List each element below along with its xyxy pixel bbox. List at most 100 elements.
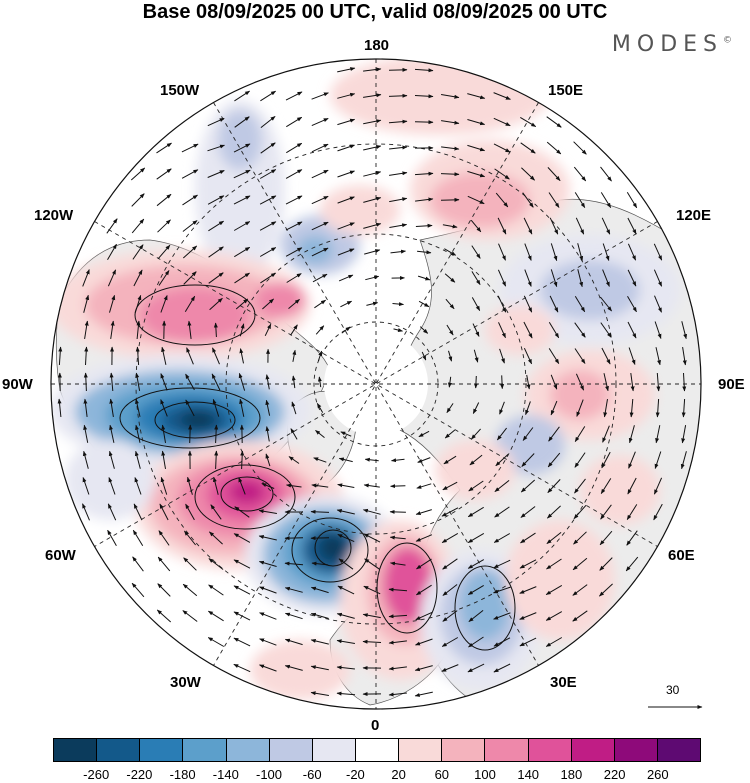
- wind-arrow: [290, 324, 298, 336]
- wind-arrow: [577, 269, 584, 288]
- wind-arrow: [207, 195, 225, 205]
- wind-arrow: [602, 425, 610, 443]
- wind-arrow: [260, 142, 276, 154]
- wind-arrow: [519, 637, 537, 647]
- wind-arrow: [653, 503, 663, 521]
- wind-arrow: [653, 243, 663, 261]
- colorbar-swatch: [96, 739, 140, 761]
- wind-arrow: [421, 351, 427, 361]
- wind-arrow: [681, 425, 687, 444]
- wind-arrow: [468, 610, 484, 622]
- reference-vector: 30: [646, 683, 706, 723]
- wind-arrow: [184, 295, 196, 312]
- wind-arrow: [524, 243, 532, 261]
- wind-arrow: [626, 504, 638, 521]
- colorbar-tick-label: 20: [391, 767, 406, 782]
- wind-arrow: [82, 477, 90, 495]
- wind-arrow: [390, 484, 406, 489]
- wind-arrow: [471, 271, 481, 286]
- wind-arrow: [181, 169, 199, 179]
- wind-arrow: [336, 665, 355, 670]
- wind-arrow: [131, 582, 145, 598]
- wind-arrow: [185, 399, 195, 417]
- wind-arrow: [285, 221, 303, 231]
- colorbar-tick-label: -220: [126, 767, 153, 782]
- wind-arrow: [521, 453, 535, 467]
- wind-arrow: [418, 430, 430, 438]
- wind-arrow: [550, 243, 558, 262]
- reference-vector-label: 30: [666, 683, 680, 697]
- contour-lines: [119, 284, 516, 651]
- wind-arrow: [109, 294, 116, 313]
- wind-arrow: [599, 557, 613, 571]
- wind-arrow: [414, 68, 434, 73]
- colorbar-tick-label: 60: [434, 767, 450, 782]
- wind-arrow: [262, 298, 274, 310]
- wind-arrow: [340, 431, 352, 437]
- wind-arrow: [337, 533, 355, 543]
- wind-arrow: [545, 637, 563, 647]
- wind-arrow: [388, 119, 408, 124]
- wind-arrow: [310, 509, 330, 514]
- wind-arrow: [207, 117, 225, 127]
- wind-arrow: [391, 458, 405, 463]
- wind-arrow: [364, 558, 380, 570]
- wind-arrow: [310, 612, 329, 619]
- lon-label-90e: 90E: [718, 376, 745, 393]
- wind-arrow: [338, 457, 353, 463]
- wind-arrow: [315, 325, 325, 335]
- wind-arrow: [575, 217, 585, 235]
- wind-arrow: [500, 375, 505, 390]
- wind-arrow: [495, 453, 509, 467]
- wind-arrow: [337, 144, 355, 152]
- wind-arrow: [441, 532, 459, 544]
- wind-arrow: [292, 349, 297, 362]
- wind-arrow: [442, 610, 458, 622]
- wind-arrow: [441, 94, 460, 99]
- wind-arrow: [627, 477, 637, 495]
- wind-arrow: [265, 374, 270, 390]
- wind-arrow: [498, 243, 506, 261]
- wind-arrow: [315, 430, 325, 438]
- wind-arrow: [363, 222, 382, 229]
- wind-arrow: [207, 144, 225, 152]
- wind-arrow: [493, 117, 511, 127]
- wind-arrow: [547, 452, 561, 468]
- wind-arrow: [214, 424, 219, 444]
- wind-arrow: [549, 295, 559, 313]
- colorbar-swatch: [311, 739, 355, 761]
- wind-arrow: [390, 249, 406, 254]
- wind-arrow: [680, 451, 687, 470]
- wind-arrow: [284, 586, 303, 593]
- wind-arrow: [573, 166, 587, 182]
- wind-arrow: [131, 193, 145, 207]
- wind-arrow: [238, 372, 246, 391]
- wind-arrow: [550, 400, 558, 416]
- wind-arrow: [259, 664, 277, 672]
- wind-arrow: [157, 583, 171, 597]
- map-title: Base 08/09/2025 00 UTC, valid 08/09/2025…: [142, 1, 608, 23]
- wind-arrow: [473, 375, 478, 389]
- wind-arrow: [499, 401, 505, 415]
- wind-arrow: [548, 348, 560, 365]
- wind-arrow: [363, 483, 380, 488]
- wind-arrow: [259, 221, 277, 231]
- wind-arrow: [628, 451, 636, 469]
- wind-arrow: [653, 269, 663, 287]
- wind-arrow: [363, 93, 382, 98]
- wind-arrow: [107, 243, 117, 261]
- wind-arrow: [336, 691, 356, 696]
- wind-arrow: [160, 295, 168, 313]
- colorbar-tick-label: 140: [517, 767, 540, 782]
- wind-arrow: [261, 483, 275, 489]
- wind-arrow: [234, 90, 251, 102]
- wind-arrow: [285, 169, 303, 179]
- wind-arrow: [363, 196, 382, 203]
- wind-arrow: [286, 273, 302, 283]
- wind-arrow: [284, 664, 303, 671]
- graticule: [51, 59, 701, 709]
- wind-arrow: [654, 451, 662, 469]
- wind-arrow: [285, 195, 303, 205]
- wind-arrow: [414, 120, 434, 125]
